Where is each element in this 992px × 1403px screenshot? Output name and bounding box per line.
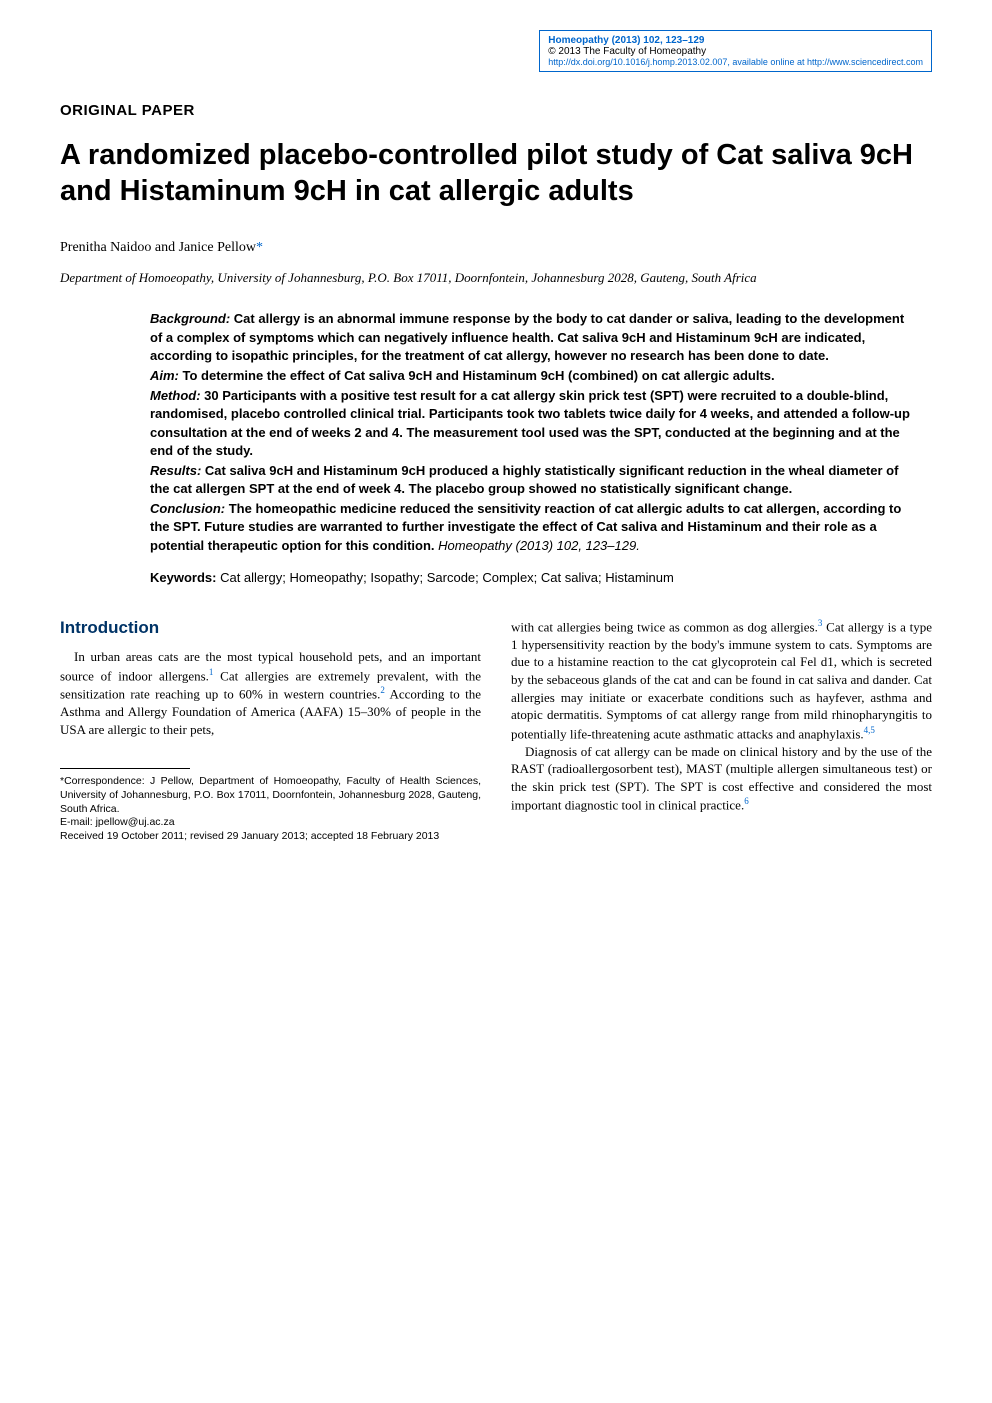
background-label: Background:	[150, 311, 230, 326]
abstract-method: Method: 30 Participants with a positive …	[150, 387, 912, 460]
corresponding-author-mark: *	[256, 240, 263, 255]
abstract-citation: Homeopathy (2013) 102, 123–129.	[438, 538, 640, 553]
intro-text-2a: with cat allergies being twice as common…	[511, 619, 818, 634]
introduction-heading: Introduction	[60, 617, 481, 640]
article-title: A randomized placebo-controlled pilot st…	[60, 137, 932, 210]
abstract-conclusion: Conclusion: The homeopathic medicine red…	[150, 500, 912, 555]
intro-text-2b: Cat allergy is a type 1 hypersensitivity…	[511, 619, 932, 741]
abstract-aim: Aim: To determine the effect of Cat sali…	[150, 367, 912, 385]
intro-paragraph-2: with cat allergies being twice as common…	[511, 617, 932, 742]
intro-paragraph-3: Diagnosis of cat allergy can be made on …	[511, 743, 932, 815]
abstract-block: Background: Cat allergy is an abnormal i…	[150, 310, 912, 587]
keywords-text: Cat allergy; Homeopathy; Isopathy; Sarco…	[216, 570, 673, 585]
aim-label: Aim:	[150, 368, 179, 383]
aim-text: To determine the effect of Cat saliva 9c…	[183, 368, 775, 383]
intro-text-3a: Diagnosis of cat allergy can be made on …	[511, 744, 932, 813]
keywords-block: Keywords: Cat allergy; Homeopathy; Isopa…	[150, 569, 912, 587]
email-line: E-mail: jpellow@uj.ac.za	[60, 816, 481, 830]
footnote-separator	[60, 768, 190, 769]
page-container: Homeopathy (2013) 102, 123–129 © 2013 Th…	[0, 0, 992, 884]
ref-6[interactable]: 6	[744, 796, 749, 806]
ref-4-5[interactable]: 4,5	[864, 725, 875, 735]
email-address[interactable]: jpellow@uj.ac.za	[96, 816, 175, 828]
paper-type-label: ORIGINAL PAPER	[60, 102, 932, 119]
doi-link[interactable]: http://dx.doi.org/10.1016/j.homp.2013.02…	[548, 57, 923, 67]
email-label: E-mail:	[60, 816, 96, 828]
dates-line: Received 19 October 2011; revised 29 Jan…	[60, 830, 481, 844]
affiliation: Department of Homoeopathy, University of…	[60, 270, 932, 287]
abstract-results: Results: Cat saliva 9cH and Histaminum 9…	[150, 462, 912, 498]
method-text: 30 Participants with a positive test res…	[150, 388, 910, 458]
left-column: Introduction In urban areas cats are the…	[60, 617, 481, 844]
footnote-block: *Correspondence: J Pellow, Department of…	[60, 775, 481, 843]
authors-line: Prenitha Naidoo and Janice Pellow*	[60, 240, 932, 256]
copyright-line: © 2013 The Faculty of Homeopathy	[548, 46, 923, 57]
journal-header-box: Homeopathy (2013) 102, 123–129 © 2013 Th…	[539, 30, 932, 72]
results-label: Results:	[150, 463, 201, 478]
conclusion-label: Conclusion:	[150, 501, 225, 516]
body-columns: Introduction In urban areas cats are the…	[60, 617, 932, 844]
right-column: with cat allergies being twice as common…	[511, 617, 932, 844]
abstract-background: Background: Cat allergy is an abnormal i…	[150, 310, 912, 365]
journal-citation: Homeopathy (2013) 102, 123–129	[548, 35, 923, 46]
correspondence-note: *Correspondence: J Pellow, Department of…	[60, 775, 481, 816]
method-label: Method:	[150, 388, 201, 403]
keywords-label: Keywords:	[150, 570, 216, 585]
intro-paragraph-1: In urban areas cats are the most typical…	[60, 648, 481, 738]
background-text: Cat allergy is an abnormal immune respon…	[150, 311, 904, 362]
author-names: Prenitha Naidoo and Janice Pellow	[60, 240, 256, 255]
results-text: Cat saliva 9cH and Histaminum 9cH produc…	[150, 463, 898, 496]
